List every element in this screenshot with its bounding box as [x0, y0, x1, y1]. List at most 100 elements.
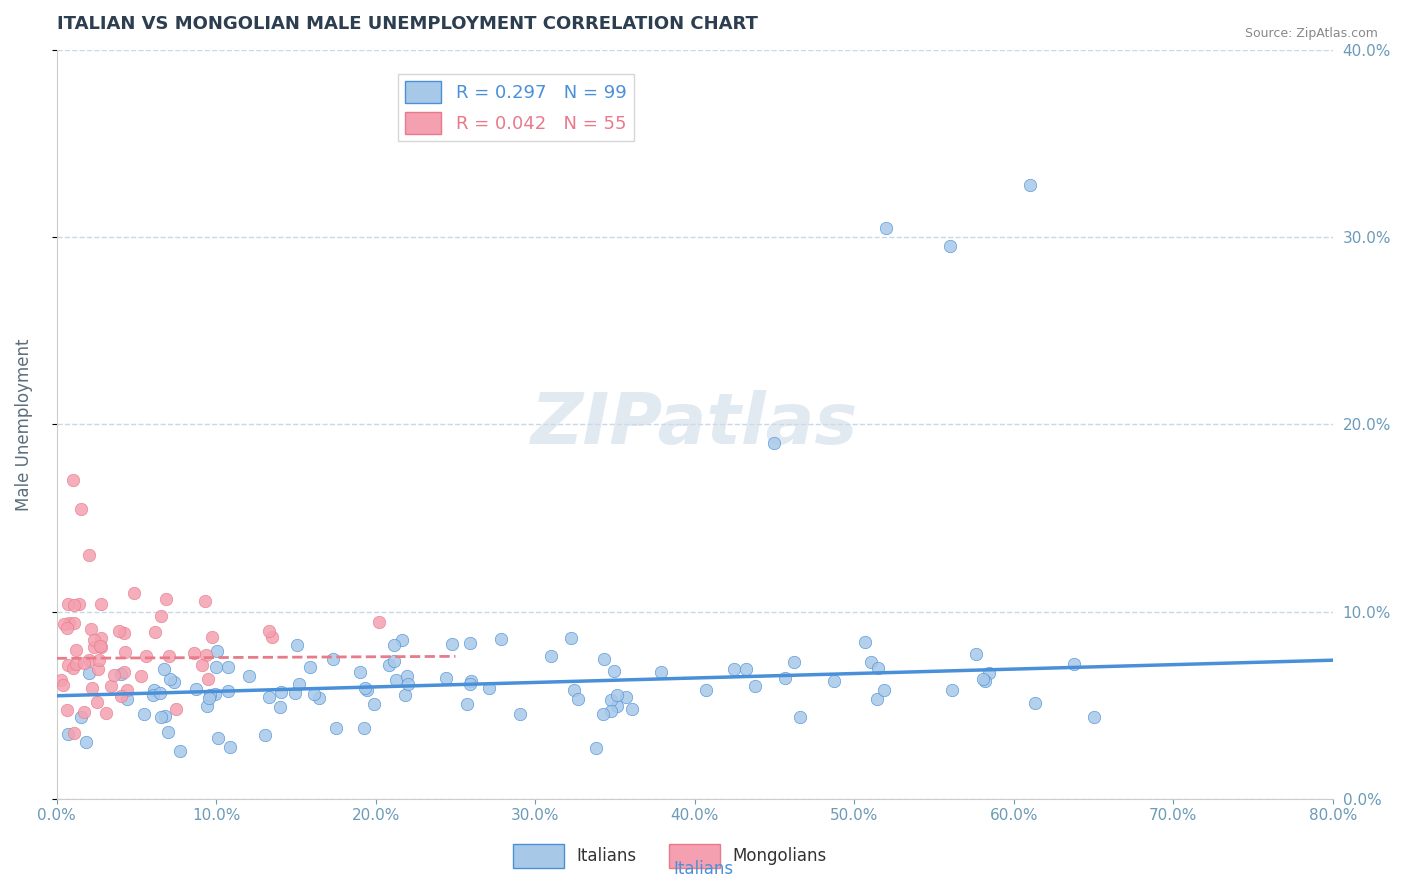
- Mongolians: [73, 706, 96, 720]
- Italians: [198, 690, 221, 705]
- Italians: [382, 654, 405, 668]
- Italians: [567, 692, 589, 706]
- Italians: [363, 697, 385, 711]
- Italians: [875, 220, 897, 235]
- Mongolians: [145, 624, 167, 639]
- Italians: [302, 687, 325, 701]
- Italians: [205, 644, 228, 658]
- Text: ITALIAN VS MONGOLIAN MALE UNEMPLOYMENT CORRELATION CHART: ITALIAN VS MONGOLIAN MALE UNEMPLOYMENT C…: [56, 15, 758, 33]
- Italians: [866, 661, 889, 675]
- Mongolians: [56, 703, 79, 717]
- Mongolians: [157, 648, 180, 663]
- Italians: [157, 724, 180, 739]
- Mongolians: [135, 649, 157, 664]
- Italians: [972, 672, 994, 686]
- Italians: [149, 710, 172, 724]
- Mongolians: [80, 622, 103, 636]
- Italians: [115, 692, 138, 706]
- Mongolians: [73, 656, 96, 670]
- Italians: [789, 710, 811, 724]
- Mongolians: [94, 706, 117, 720]
- Italians: [254, 728, 277, 742]
- Mongolians: [90, 631, 112, 645]
- Mongolians: [83, 640, 105, 655]
- Mongolians: [63, 616, 86, 631]
- Italians: [872, 682, 894, 697]
- Italians: [287, 677, 309, 691]
- Mongolians: [149, 609, 172, 624]
- Text: ZIPatlas: ZIPatlas: [531, 390, 859, 458]
- Mongolians: [110, 689, 132, 703]
- Italians: [396, 677, 419, 691]
- Mongolians: [83, 633, 105, 648]
- Italians: [204, 688, 226, 702]
- Mongolians: [69, 501, 91, 516]
- Italians: [75, 735, 97, 749]
- Italians: [238, 669, 260, 683]
- Italians: [163, 675, 186, 690]
- Italians: [763, 436, 786, 450]
- Mongolians: [129, 669, 152, 683]
- Italians: [735, 662, 758, 676]
- Mongolians: [367, 615, 389, 630]
- Mongolians: [194, 594, 217, 608]
- Italians: [650, 665, 672, 680]
- Italians: [939, 239, 962, 253]
- Italians: [744, 679, 766, 693]
- Mongolians: [67, 597, 90, 611]
- Mongolians: [51, 673, 73, 688]
- Italians: [149, 686, 172, 700]
- Italians: [152, 662, 174, 676]
- Italians: [308, 691, 330, 706]
- Y-axis label: Male Unemployment: Male Unemployment: [15, 338, 32, 510]
- Italians: [458, 677, 481, 691]
- Italians: [299, 659, 322, 673]
- Italians: [695, 683, 717, 698]
- Italians: [382, 638, 405, 652]
- Mongolians: [90, 640, 112, 654]
- Italians: [186, 682, 208, 697]
- Italians: [603, 665, 626, 679]
- Mongolians: [52, 616, 75, 631]
- Mongolians: [77, 652, 100, 666]
- Italians: [585, 741, 607, 756]
- Italians: [395, 668, 418, 682]
- Text: Italians: Italians: [576, 847, 637, 865]
- Italians: [325, 721, 347, 735]
- Italians: [866, 692, 889, 706]
- Italians: [56, 727, 79, 741]
- Mongolians: [63, 599, 86, 613]
- Italians: [441, 637, 464, 651]
- Mongolians: [56, 621, 79, 635]
- Mongolians: [80, 681, 103, 695]
- Italians: [142, 688, 165, 702]
- Italians: [1063, 657, 1085, 672]
- Mongolians: [103, 668, 125, 682]
- Italians: [205, 660, 228, 674]
- Italians: [599, 704, 621, 718]
- Italians: [77, 665, 100, 680]
- Italians: [1024, 696, 1046, 710]
- Mongolians: [191, 657, 214, 672]
- Mongolians: [56, 598, 79, 612]
- Italians: [941, 682, 963, 697]
- Mongolians: [77, 549, 100, 563]
- Italians: [1018, 178, 1040, 192]
- Italians: [564, 683, 586, 698]
- Text: Mongolians: Mongolians: [733, 847, 827, 865]
- Italians: [823, 673, 845, 688]
- Italians: [349, 665, 371, 680]
- Italians: [195, 698, 218, 713]
- Mongolians: [108, 624, 131, 639]
- Italians: [356, 683, 378, 698]
- Italians: [257, 690, 280, 705]
- Mongolians: [58, 616, 80, 631]
- Italians: [614, 690, 637, 705]
- Mongolians: [87, 662, 110, 676]
- Mongolians: [100, 680, 122, 694]
- Mongolians: [114, 644, 136, 658]
- Italians: [965, 647, 987, 661]
- Mongolians: [62, 660, 84, 674]
- Mongolians: [62, 474, 84, 488]
- Mongolians: [114, 626, 136, 640]
